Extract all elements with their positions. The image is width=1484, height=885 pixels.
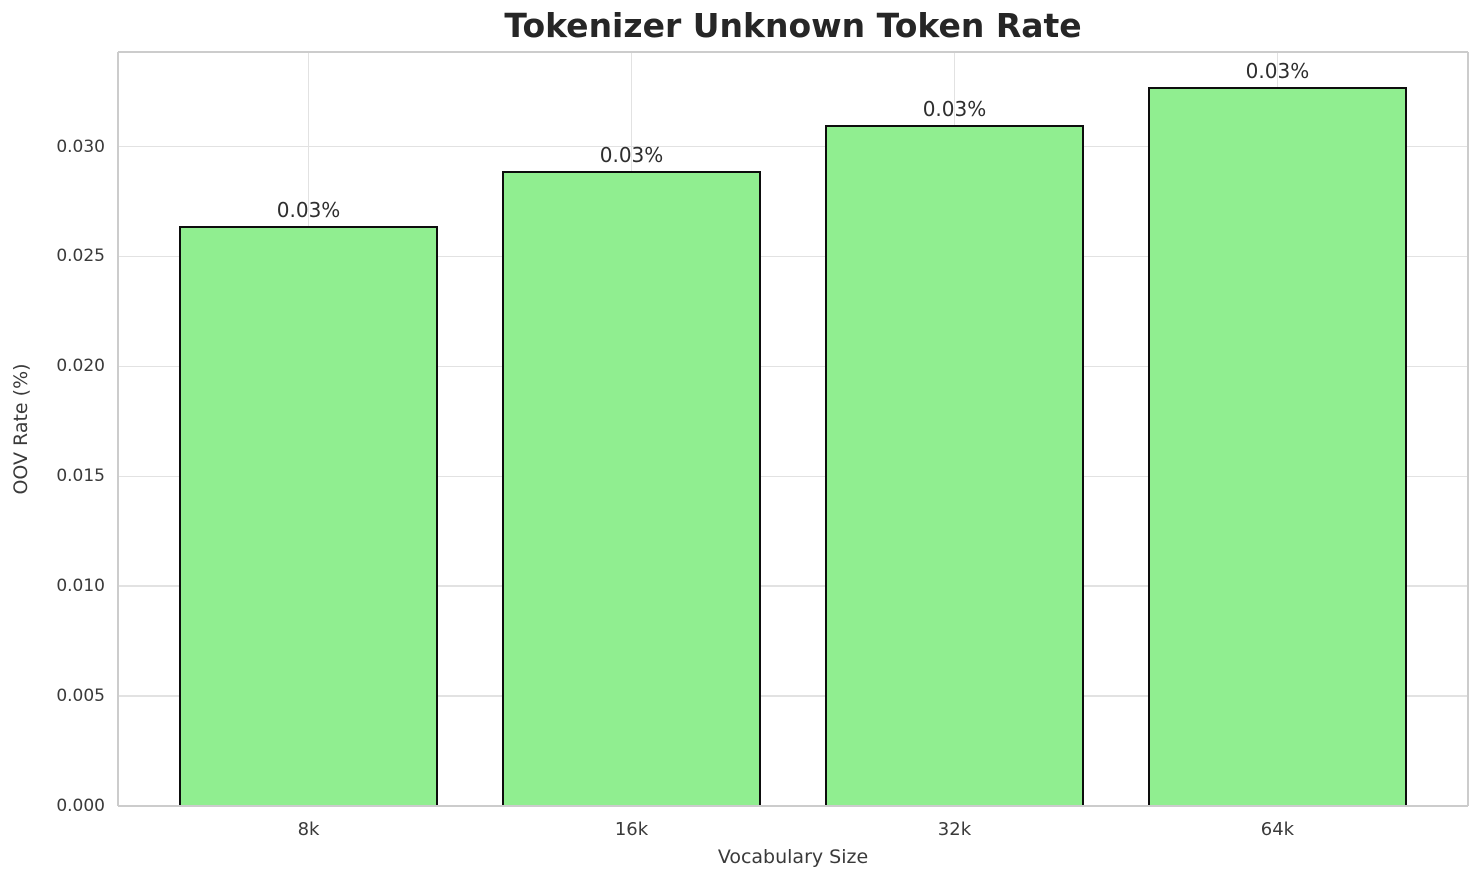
gridline-y-0.010 xyxy=(118,585,1468,587)
y-tick-label: 0.030 xyxy=(56,136,105,157)
bar-64k xyxy=(1148,87,1407,806)
y-tick-label: 0.020 xyxy=(56,356,105,377)
bar-16k xyxy=(502,170,761,806)
y-tick-label: 0.025 xyxy=(56,246,105,267)
bar-value-label: 0.03% xyxy=(276,197,341,222)
bar-32k xyxy=(825,124,1084,806)
gridline-y-0.005 xyxy=(118,695,1468,697)
bar-8k xyxy=(179,225,438,806)
y-tick-label: 0.015 xyxy=(56,466,105,487)
bar-value-label: 0.03% xyxy=(1245,59,1310,84)
x-axis-label: Vocabulary Size xyxy=(717,846,869,868)
spine-left xyxy=(117,52,119,806)
spine-bottom xyxy=(118,805,1468,807)
gridline-y-0.030 xyxy=(118,145,1468,148)
gridline-y-0.020 xyxy=(118,365,1468,368)
bar-value-label: 0.03% xyxy=(922,96,987,121)
y-tick-label: 0.000 xyxy=(56,796,105,816)
x-tick-label-16k: 16k xyxy=(614,819,649,840)
chart-title: Tokenizer Unknown Token Rate xyxy=(504,6,1082,45)
gridline-y-0.015 xyxy=(118,475,1468,477)
bar-value-label: 0.03% xyxy=(599,142,664,167)
x-tick-label-64k: 64k xyxy=(1260,819,1295,840)
y-tick-label: 0.005 xyxy=(56,686,105,707)
gridline-y-0.025 xyxy=(118,255,1468,258)
y-tick-label: 0.010 xyxy=(56,576,105,597)
x-tick-label-32k: 32k xyxy=(937,819,972,840)
spine-right xyxy=(1467,52,1469,806)
spine-top xyxy=(118,51,1468,53)
x-tick-label-8k: 8k xyxy=(297,819,320,840)
